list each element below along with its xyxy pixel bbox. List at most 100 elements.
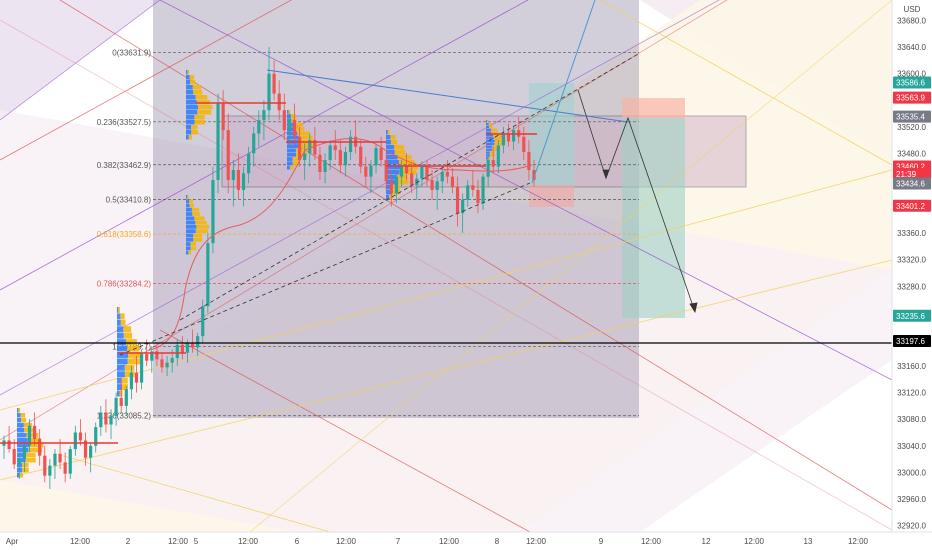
volume-profile-bar [386,145,395,150]
volume-profile-bar [193,233,203,238]
time-axis[interactable] [0,532,892,550]
price-tag-label: 33197.6 [896,337,925,346]
volume-profile-bar [186,203,190,208]
candle-body [53,453,57,466]
candle-body [415,178,419,186]
candle-body [83,440,88,458]
volume-profile-bar [390,135,396,140]
volume-profile-bar [189,199,194,204]
volume-profile-bar [186,80,191,85]
price-tag-label: 33563.9 [896,94,925,103]
candle-body [94,427,98,446]
volume-profile-bar [192,212,201,216]
candle-body [486,160,490,177]
short-target-zone[interactable] [622,118,685,318]
volume-profile-bar [186,120,195,125]
candle-body [196,336,200,348]
volume-profile-bar [489,125,493,129]
volume-profile-bar [486,134,494,137]
volume-profile-bar [396,180,409,185]
candle-body [175,344,179,359]
fib-range-box[interactable] [153,0,639,418]
volume-profile-bar [292,161,300,166]
time-tick-label: 12:00 [168,537,189,546]
volume-profile-bar [17,473,20,478]
price-tag-label: 33460.2 [896,163,925,172]
candle-body [99,412,103,428]
time-tick-label: 12:00 [744,537,765,546]
volume-profile-bar [117,364,125,371]
candle-body [450,176,455,187]
volume-profile-bar [287,110,289,114]
candle-body [236,170,241,190]
price-tag-label: 33586.6 [896,79,925,88]
channel-upper-dashed[interactable] [179,52,641,321]
volume-profile-bar [189,75,195,80]
volume-profile-bar [117,384,122,391]
volume-profile-bar [287,165,290,170]
volume-profile-bar [386,150,395,155]
volume-profile-bar [186,216,195,221]
candle-body [297,136,302,161]
blue-projection-line[interactable] [531,0,596,184]
price-axis[interactable] [892,0,932,532]
price-tick-label: 33680.0 [897,17,926,26]
fib-level-label: 0.786(33284.2) [97,279,152,288]
price-tags: 33586.6 33563.9 33535.4 33460.221:3933434.6… [893,76,931,348]
price-tick-label: 32920.0 [897,522,926,531]
projection-arrows[interactable] [577,89,698,314]
price-tag-label: 21:39 [896,170,917,179]
candle-body [394,176,399,194]
candle-body [206,243,210,307]
volume-profile-bar [299,144,314,149]
candle-body [7,440,11,450]
volume-profile-bar [186,75,190,80]
candle-body [501,133,506,146]
candle-body [48,465,52,476]
candle-body [129,372,134,390]
volume-profile-bar [394,150,406,155]
volume-profile-bar [287,144,300,149]
volume-profile-bar [120,319,126,326]
candle-body [292,120,297,137]
volume-profile-bar [486,120,488,123]
blue-trendline[interactable] [266,69,629,123]
time-tick-label: 5 [194,537,199,546]
time-tick-label: 12:00 [526,537,547,546]
candle-body [399,165,404,177]
short-stop-zone[interactable] [622,98,685,118]
volume-profile-bar [186,207,192,212]
volume-profile-bar [25,453,36,458]
price-tick-label: 33120.0 [897,389,926,398]
price-tag-label: 33401.2 [896,202,925,211]
candle-body [282,110,286,131]
candle-body [247,153,251,174]
candle-body [348,136,353,153]
volume-profile-bar [186,110,198,115]
volume-profile-bar [17,418,22,423]
volume-profile-bar [488,122,492,126]
candle-body [257,120,261,134]
volume-profile-bar [486,122,489,126]
price-tick-label: 33080.0 [897,415,926,424]
volume-profile-bar [186,250,189,255]
volume-profile-bar [193,237,203,242]
volume-profile-bar [386,155,398,160]
volume-profile-bar [28,448,43,453]
candle-body [32,425,37,440]
volume-profile-bar [117,313,121,320]
price-tag-box [893,76,931,89]
candle-body [522,136,526,153]
price-tick-label: 33160.0 [897,362,926,371]
volume-profile-bar [487,157,491,160]
price-tag-box [893,167,931,180]
candle-body [435,181,439,190]
volume-profile-bar [187,195,189,199]
long-stop-zone[interactable] [529,185,574,207]
candle-body [445,172,449,177]
pitchfork-lines[interactable] [0,0,892,532]
candle-body [262,110,266,121]
fib-level-label: 0.236(33527.5) [97,118,152,127]
